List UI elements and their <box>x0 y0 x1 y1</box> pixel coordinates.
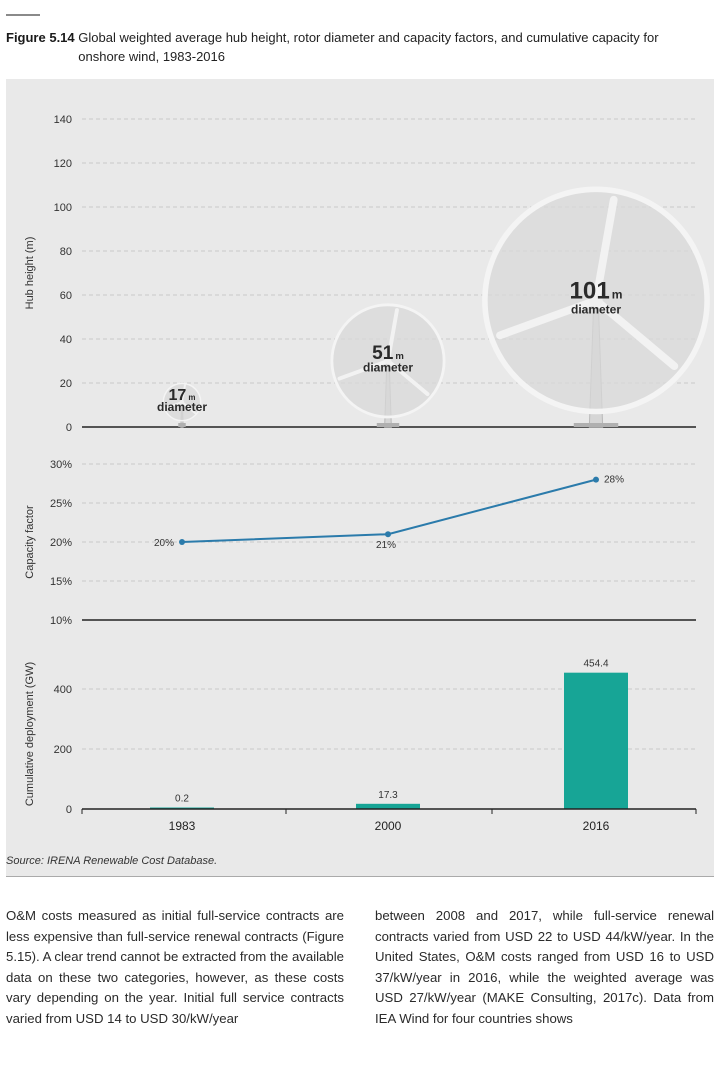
x-tick-label: 2016 <box>583 819 610 833</box>
data-point <box>179 539 185 545</box>
turbine-base <box>573 423 619 427</box>
body-text-column-1: O&M costs measured as initial full-servi… <box>6 908 344 1026</box>
figure-title: Figure 5.14 Global weighted average hub … <box>6 28 706 66</box>
y-tick-label: 100 <box>54 202 72 214</box>
turbine-blade <box>386 358 430 397</box>
y-axis-label: Capacity factor <box>24 505 36 579</box>
turbine-base <box>178 423 186 427</box>
turbine-blade <box>592 195 618 305</box>
y-axis-label: Hub height (m) <box>24 237 36 310</box>
turbine-blade <box>181 384 186 404</box>
y-tick-label: 0 <box>66 804 72 816</box>
y-tick-label: 0 <box>66 422 72 434</box>
data-label: 17.3 <box>378 790 398 801</box>
y-tick-label: 30% <box>50 459 72 471</box>
data-label: 0.2 <box>175 794 189 805</box>
rotor-diameter-word: diameter <box>363 360 413 374</box>
turbine-hub <box>384 357 392 365</box>
y-tick-label: 10% <box>50 615 72 627</box>
source-note: Source: IRENA Renewable Cost Database. <box>6 855 218 867</box>
turbine-base <box>376 423 400 427</box>
rotor-diameter-label: 101 m <box>570 277 623 304</box>
figure-label: Figure 5.14 <box>6 30 75 45</box>
turbine-blade <box>386 308 399 363</box>
y-tick-label: 15% <box>50 576 72 588</box>
data-label: 28% <box>604 475 624 486</box>
data-label: 20% <box>154 538 174 549</box>
turbine-blade <box>496 296 600 340</box>
figure-caption: Global weighted average hub height, roto… <box>78 30 659 64</box>
data-point <box>385 531 391 538</box>
y-tick-label: 200 <box>54 744 72 756</box>
y-axis-label: Cumulative deployment (GW) <box>24 662 36 806</box>
rotor-diameter-label: 51 m <box>372 343 404 364</box>
y-tick-label: 140 <box>54 114 72 126</box>
data-label: 454.4 <box>583 659 608 670</box>
y-tick-label: 40 <box>60 334 72 346</box>
y-tick-label: 400 <box>54 684 72 696</box>
data-label: 21% <box>376 540 396 551</box>
y-tick-label: 120 <box>54 158 72 170</box>
bar <box>356 803 420 809</box>
turbine-hub <box>180 400 184 405</box>
rotor-diameter-word: diameter <box>571 303 621 317</box>
header-rule <box>6 14 40 16</box>
section-rule <box>6 876 714 877</box>
data-point <box>593 476 599 483</box>
y-tick-label: 25% <box>50 498 72 510</box>
x-tick-label: 2000 <box>375 819 402 833</box>
body-text-column-2: between 2008 and 2017, while full-servic… <box>375 908 714 1026</box>
turbine-blade <box>164 401 183 409</box>
y-tick-label: 20 <box>60 378 72 390</box>
turbine-blade <box>181 401 197 415</box>
turbine-hub <box>589 293 603 308</box>
x-tick-label: 1983 <box>169 819 196 833</box>
y-tick-label: 80 <box>60 246 72 258</box>
y-tick-label: 60 <box>60 290 72 302</box>
bar <box>564 672 628 809</box>
turbine-blade <box>592 296 679 370</box>
rotor-diameter-label: 17 m <box>169 387 196 404</box>
turbine-blade <box>337 358 390 381</box>
y-tick-label: 20% <box>50 537 72 549</box>
rotor-diameter-word: diameter <box>157 400 207 414</box>
